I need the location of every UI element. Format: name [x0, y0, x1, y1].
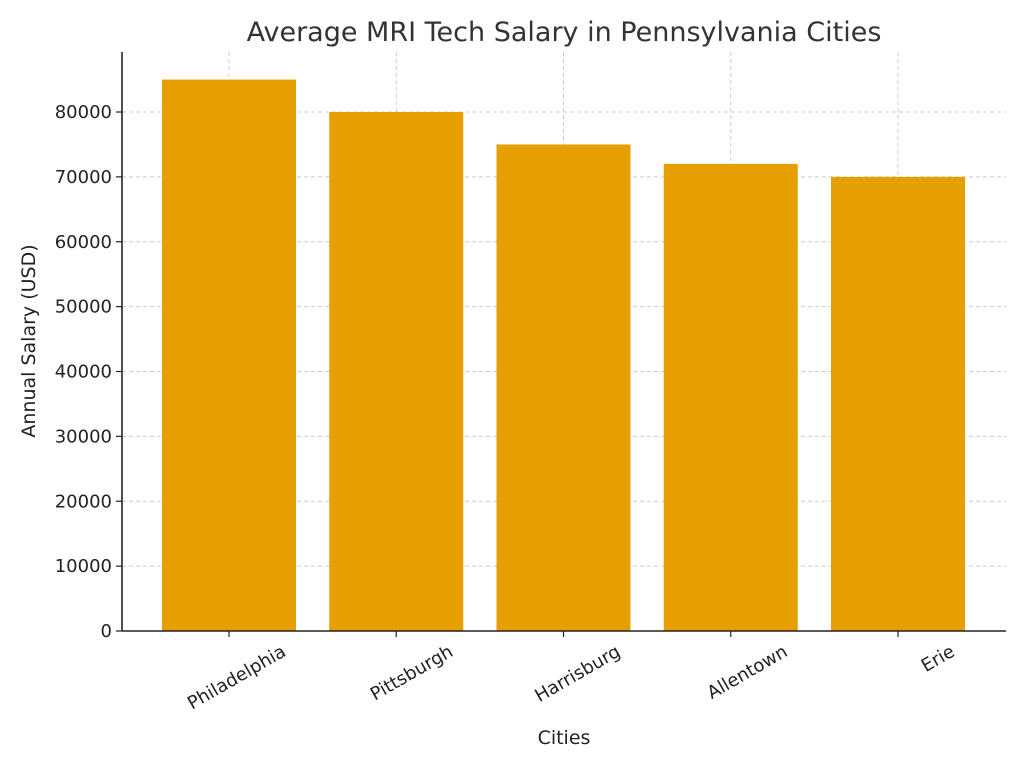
y-tick-label: 70000: [55, 167, 112, 188]
bar-pittsburgh: [329, 112, 464, 631]
y-tick-label: 60000: [55, 232, 112, 253]
bar-harrisburg: [496, 144, 631, 631]
y-tick-label: 40000: [55, 362, 112, 383]
y-tick-label: 20000: [55, 491, 112, 512]
y-tick-label: 80000: [55, 102, 112, 123]
bar-erie: [831, 176, 965, 631]
y-tick-label: 0: [101, 621, 112, 642]
y-tick-label: 10000: [55, 556, 112, 577]
y-tick-label: 50000: [55, 297, 112, 318]
y-tick-label: 30000: [55, 426, 112, 447]
bar-allentown: [663, 163, 798, 631]
y-axis-label: Annual Salary (USD): [18, 244, 40, 437]
y-ticks: 0 10000 20000 30000 40000 50000 60000 70000 8000…: [55, 102, 122, 642]
bar-philadelphia: [162, 79, 296, 632]
bars: [162, 79, 965, 632]
x-axis-label: Cities: [538, 727, 591, 749]
chart-title: Average MRI Tech Salary in Pennsylvania …: [247, 17, 882, 48]
